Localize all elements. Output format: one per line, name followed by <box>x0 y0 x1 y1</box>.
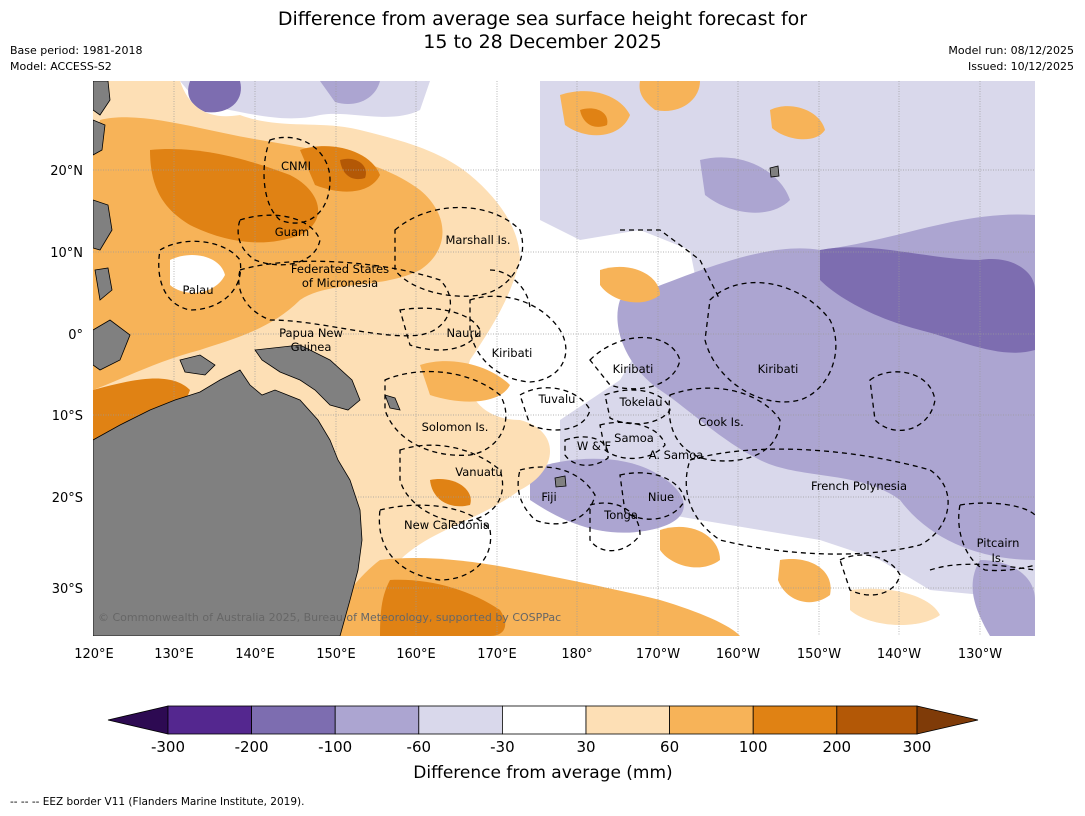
colorbar-swatch <box>167 705 252 735</box>
label-fiji: Fiji <box>541 490 556 504</box>
label-guam: Guam <box>275 225 309 239</box>
lat-tick: 0° <box>68 328 83 343</box>
model-run-text: Model run: 08/12/2025 <box>948 44 1074 57</box>
colorbar-tick: -200 <box>235 738 269 756</box>
lon-tick: 120°E <box>74 647 114 662</box>
lon-tick: 180° <box>561 647 592 662</box>
colorbar-swatch <box>334 705 420 735</box>
lon-tick: 160°W <box>716 647 760 662</box>
label-tuvalu: Tuvalu <box>538 392 576 406</box>
colorbar-tick: -30 <box>490 738 515 756</box>
model-text: Model: ACCESS-S2 <box>10 60 112 73</box>
colorbar-tick: 30 <box>576 738 595 756</box>
colorbar-swatch <box>916 705 979 735</box>
label-nauru: Nauru <box>447 326 482 340</box>
label-cnmi: CNMI <box>281 159 311 173</box>
lon-tick: 160°E <box>396 647 436 662</box>
lon-tick: 130°W <box>958 647 1002 662</box>
colorbar-swatch <box>836 705 918 735</box>
label-new-caledonia: New Caledonia <box>404 518 490 532</box>
landmasses <box>93 81 780 636</box>
colorbar-tick: -60 <box>407 738 432 756</box>
label-kiribati-east: Kiribati <box>758 362 799 376</box>
label-samoa: Samoa <box>614 431 654 445</box>
colorbar-swatch <box>669 705 754 735</box>
colorbar-tick: -300 <box>151 738 185 756</box>
label-wallis-futuna: W & F <box>577 439 611 453</box>
label-kiribati-central: Kiribati <box>613 362 654 376</box>
label-marshall-is: Marshall Is. <box>445 233 510 247</box>
label-french-polynesia: French Polynesia <box>811 479 907 493</box>
eez-borders <box>158 136 1036 596</box>
label-fsm-line1: Federated States <box>291 262 389 276</box>
label-american-samoa: A. Samoa <box>649 448 704 462</box>
eez-legend-note: -- -- -- EEZ border V11 (Flanders Marine… <box>10 796 305 808</box>
label-cook-is: Cook Is. <box>698 415 743 429</box>
colorbar-tick: -100 <box>318 738 352 756</box>
colorbar-swatch <box>251 705 336 735</box>
colorbar-swatch <box>752 705 838 735</box>
label-fsm-line2: of Micronesia <box>302 276 378 290</box>
colorbar-label: Difference from average (mm) <box>413 763 672 783</box>
lon-tick: 140°W <box>877 647 921 662</box>
lon-tick: 170°E <box>477 647 517 662</box>
lon-tick: 140°E <box>235 647 275 662</box>
issued-text: Issued: 10/12/2025 <box>967 60 1074 73</box>
colorbar-tick: 60 <box>660 738 679 756</box>
colorbar-tick: 100 <box>739 738 768 756</box>
colorbar-tick: 300 <box>903 738 932 756</box>
colorbar-tick: 200 <box>822 738 851 756</box>
label-kiribati-west: Kiribati <box>492 346 533 360</box>
graticule <box>93 81 1035 636</box>
lat-tick: 10°S <box>52 409 83 424</box>
colorbar-swatch <box>585 705 670 735</box>
lat-tick: 30°S <box>52 582 83 597</box>
base-period-text: Base period: 1981-2018 <box>10 44 143 57</box>
lon-tick: 150°W <box>797 647 841 662</box>
label-tokelau: Tokelau <box>619 395 663 409</box>
label-tonga: Tonga <box>603 508 638 522</box>
label-png-line1: Papua New <box>279 326 343 340</box>
label-vanuatu: Vanuatu <box>455 465 502 479</box>
chart-title-line2: 15 to 28 December 2025 <box>423 31 662 53</box>
lat-tick: 20°N <box>50 164 83 179</box>
label-niue: Niue <box>648 490 674 504</box>
colorbar-swatch <box>418 705 503 735</box>
copyright-text: © Commonwealth of Australia 2025, Bureau… <box>98 611 561 624</box>
lat-tick: 10°N <box>50 246 83 261</box>
chart-title-line1: Difference from average sea surface heig… <box>277 8 808 30</box>
label-png-line2: Guinea <box>291 340 332 354</box>
lat-tick: 20°S <box>52 491 83 506</box>
lon-tick: 150°E <box>316 647 356 662</box>
lon-tick: 170°W <box>636 647 680 662</box>
lon-tick: 130°E <box>154 647 194 662</box>
colorbar <box>107 705 979 735</box>
label-pitcairn-line2: Is. <box>991 551 1004 565</box>
label-pitcairn-line1: Pitcairn <box>977 536 1020 550</box>
label-palau: Palau <box>183 283 214 297</box>
colorbar-swatch <box>107 705 169 735</box>
label-solomon-is: Solomon Is. <box>422 420 489 434</box>
colorbar-swatch <box>501 705 587 735</box>
